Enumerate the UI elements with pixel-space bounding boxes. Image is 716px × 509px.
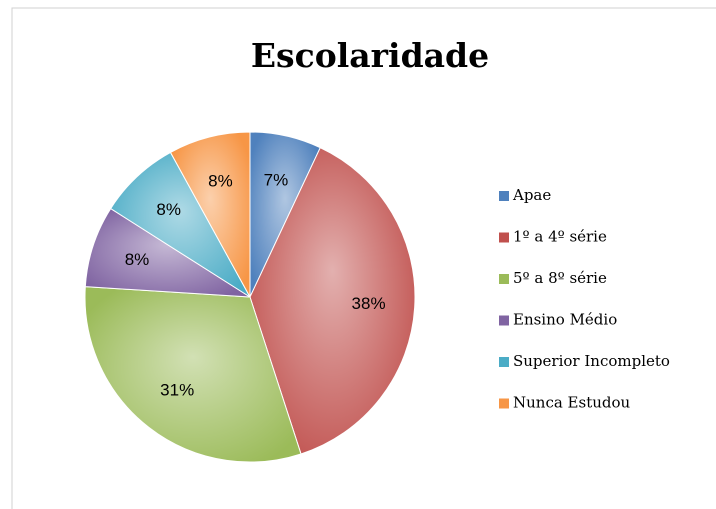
data-label: 8% bbox=[125, 250, 150, 269]
slice-shine bbox=[110, 152, 251, 297]
legend-label: Nunca Estudou bbox=[513, 394, 631, 412]
chart-title: Escolaridade bbox=[251, 36, 489, 75]
legend-swatch bbox=[499, 357, 509, 367]
data-label: 7% bbox=[264, 171, 289, 190]
legend-swatch bbox=[499, 191, 509, 201]
slice-shine bbox=[250, 132, 321, 297]
slice-shine bbox=[84, 286, 301, 462]
legend-swatch bbox=[499, 315, 509, 326]
slice-shine bbox=[250, 147, 416, 454]
slice-shine bbox=[85, 208, 250, 297]
data-label: 8% bbox=[156, 200, 181, 219]
legend-swatch bbox=[499, 398, 509, 409]
legend-label: Superior Incompleto bbox=[513, 352, 670, 370]
legend-label: 1º a 4º série bbox=[513, 228, 607, 246]
legend-label: Ensino Médio bbox=[513, 311, 617, 329]
slice-shine bbox=[170, 132, 250, 297]
legend-swatch bbox=[499, 274, 509, 284]
legend-swatch bbox=[499, 232, 509, 243]
data-label: 31% bbox=[160, 380, 194, 399]
legend-label: Apae bbox=[512, 186, 551, 204]
data-label: 8% bbox=[208, 171, 233, 190]
data-label: 38% bbox=[352, 294, 386, 313]
legend-label: 5º a 8º série bbox=[513, 269, 607, 287]
